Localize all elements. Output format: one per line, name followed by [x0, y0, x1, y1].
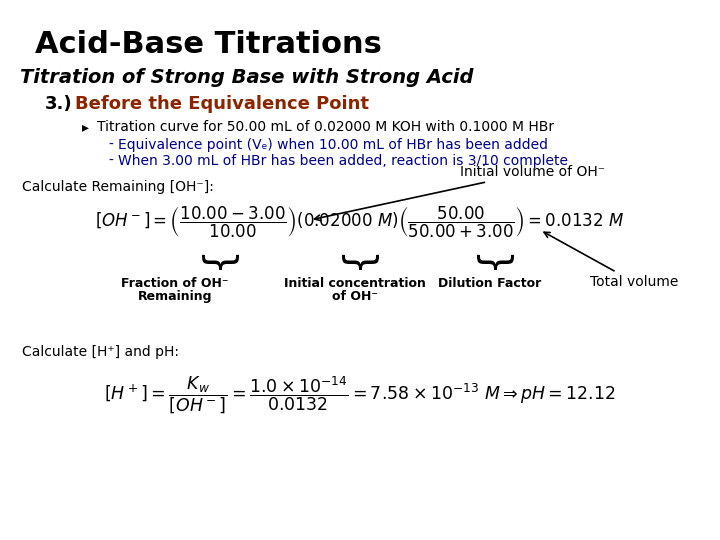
Text: $[H^+] = \dfrac{K_w}{[OH^-]} = \dfrac{1.0 \times 10^{-14}}{0.0132} = 7.58 \times: $[H^+] = \dfrac{K_w}{[OH^-]} = \dfrac{1.…	[104, 374, 616, 415]
Text: Equivalence point (Vₑ) when 10.00 mL of HBr has been added: Equivalence point (Vₑ) when 10.00 mL of …	[118, 138, 548, 152]
Text: Total volume: Total volume	[544, 232, 678, 289]
Text: Calculate [H⁺] and pH:: Calculate [H⁺] and pH:	[22, 345, 179, 359]
Text: }: }	[196, 253, 234, 278]
Text: Titration of Strong Base with Strong Acid: Titration of Strong Base with Strong Aci…	[20, 68, 474, 87]
Text: Before the Equivalence Point: Before the Equivalence Point	[75, 95, 369, 113]
Text: When 3.00 mL of HBr has been added, reaction is 3/10 complete: When 3.00 mL of HBr has been added, reac…	[118, 154, 568, 168]
Text: Dilution Factor: Dilution Factor	[438, 277, 541, 290]
Text: }: }	[471, 253, 509, 278]
Text: $[OH^-] = \left(\dfrac{10.00 - 3.00}{10.00}\right)(0.02000\ M)\left(\dfrac{50.00: $[OH^-] = \left(\dfrac{10.00 - 3.00}{10.…	[95, 205, 625, 240]
Text: Fraction of OH⁻: Fraction of OH⁻	[121, 277, 229, 290]
Text: Initial concentration: Initial concentration	[284, 277, 426, 290]
Text: Calculate Remaining [OH⁻]:: Calculate Remaining [OH⁻]:	[22, 180, 214, 194]
Text: Initial volume of OH⁻: Initial volume of OH⁻	[315, 165, 605, 220]
Text: of OH⁻: of OH⁻	[332, 290, 378, 303]
Text: Remaining: Remaining	[138, 290, 212, 303]
Text: -: -	[108, 154, 113, 168]
Text: 3.): 3.)	[45, 95, 73, 113]
Text: Titration curve for 50.00 mL of 0.02000 M KOH with 0.1000 M HBr: Titration curve for 50.00 mL of 0.02000 …	[97, 120, 554, 134]
Text: Acid-Base Titrations: Acid-Base Titrations	[35, 30, 382, 59]
Text: -: -	[108, 138, 113, 152]
Text: ▸: ▸	[82, 120, 89, 134]
Text: }: }	[336, 253, 374, 278]
